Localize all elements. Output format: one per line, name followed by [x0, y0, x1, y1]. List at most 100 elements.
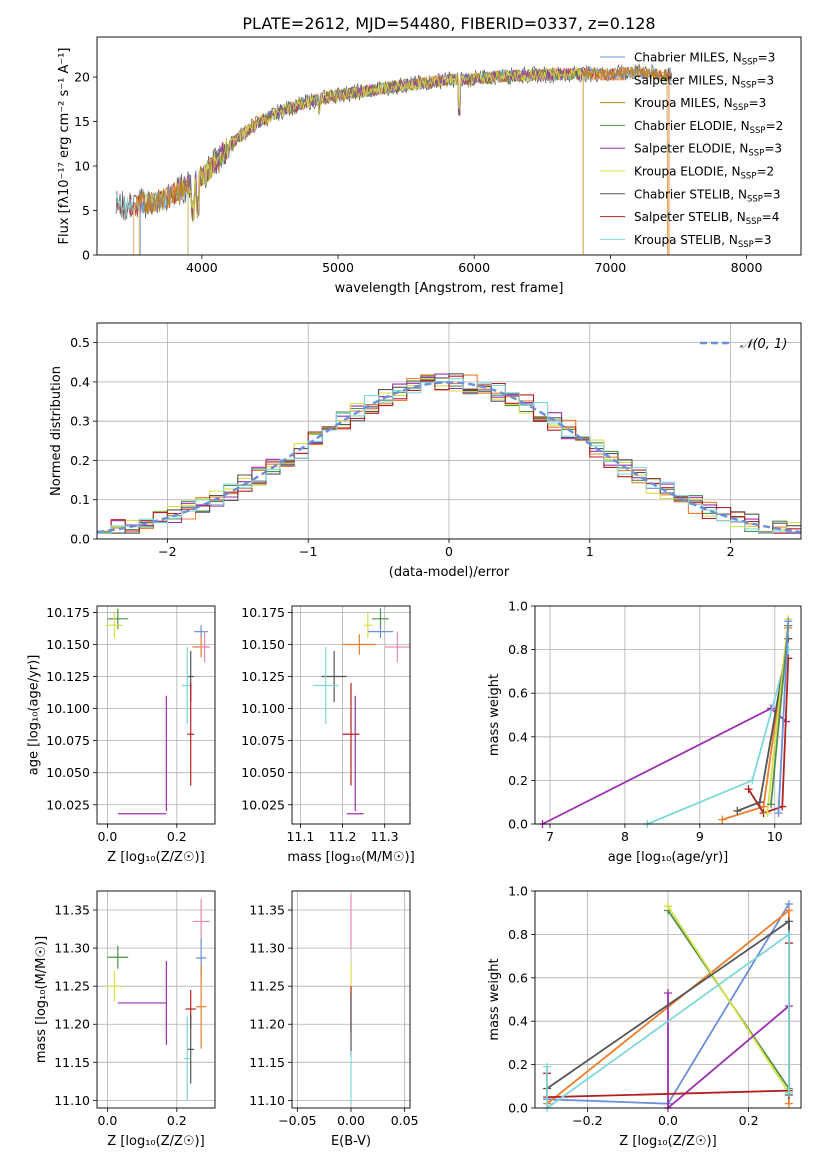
y-tick-label: 11.30 — [54, 941, 90, 956]
x-tick-label: 7 — [546, 829, 554, 844]
y-tick-label: 11.25 — [54, 979, 90, 994]
x-tick-label: 11.2 — [329, 829, 357, 844]
y-tick-label: 0.4 — [508, 729, 528, 744]
legend-text: Chabrier ELODIE, N — [634, 119, 750, 133]
legend-text: Kroupa STELIB, N — [634, 233, 738, 247]
legend-label: Chabrier MILES, NSSP=3 — [634, 51, 775, 68]
y-tick-label: 0.2 — [70, 453, 90, 468]
y-tick-label: 10.100 — [46, 701, 90, 716]
data-point — [363, 612, 373, 639]
x-tick-label: 0.05 — [391, 1113, 419, 1128]
x-axis-label: Z [log₁₀(Z/Z☉)] — [107, 850, 204, 865]
x-axis-label: mass [log₁₀(M/M☉)] — [287, 850, 414, 865]
y-tick-label: 11.30 — [249, 941, 285, 956]
data-point — [105, 612, 124, 639]
x-tick-label: −0.2 — [572, 1113, 602, 1128]
legend-subscript: SSP — [733, 103, 749, 113]
weight-series — [774, 617, 793, 818]
x-tick-label: 0 — [445, 544, 453, 559]
y-tick-label: 15 — [74, 114, 90, 129]
legend-text: =2 — [756, 165, 774, 179]
legend-subscript: SSP — [747, 194, 763, 204]
y-tick-label: 11.20 — [54, 1017, 90, 1032]
data-point — [192, 898, 210, 945]
data-point — [313, 647, 339, 724]
axes-frame — [96, 890, 216, 1109]
legend: 𝒩(0, 1) — [700, 337, 787, 352]
legend-label: Salpeter STELIB, NSSP=4 — [634, 210, 779, 227]
x-axis-label: (data-model)/error — [389, 565, 510, 580]
axes-frame — [96, 322, 802, 540]
x-tick-label: 8000 — [731, 260, 763, 275]
weight-marker — [718, 815, 727, 824]
y-tick-label: 0.5 — [70, 335, 90, 350]
legend-text: =3 — [754, 233, 772, 247]
y-tick-label: 0.3 — [70, 414, 90, 429]
axes-frame — [534, 605, 802, 825]
x-tick-label: 1 — [586, 544, 594, 559]
panel-age-vs-Z: 0.0 0.2 10.025 10.050 10.075 10.100 10.125 10.1… — [26, 605, 216, 865]
data-point — [187, 1015, 195, 1084]
weight-marker — [744, 785, 753, 794]
legend-label: Salpeter ELODIE, NSSP=3 — [634, 142, 782, 159]
x-axis-label: age [log₁₀(age/yr)] — [608, 850, 729, 865]
legend-label: Kroupa STELIB, NSSP=3 — [634, 233, 772, 250]
legend-subscript: SSP — [741, 80, 757, 90]
weight-marker — [784, 930, 793, 939]
x-axis-label: Z [log₁₀(Z/Z☉)] — [107, 1134, 204, 1149]
y-axis-label: age [log₁₀(age/yr)] — [26, 655, 41, 776]
y-tick-label: 0.4 — [508, 1014, 528, 1029]
y-axis-label: Flux [fλ10⁻¹⁷ erg cm⁻² s⁻¹ A⁻¹] — [57, 47, 72, 244]
legend-text: Salpeter MILES, N — [634, 73, 741, 87]
legend-label: 𝒩(0, 1) — [740, 337, 787, 352]
y-tick-label: 10.150 — [241, 637, 285, 652]
y-axis-label: mass [log₁₀(M/M☉)] — [34, 936, 49, 1063]
weight-marker — [767, 800, 776, 809]
y-axis-label: mass weight — [487, 958, 502, 1040]
legend-subscript: SSP — [748, 149, 764, 159]
y-tick-label: 5 — [82, 203, 90, 218]
x-tick-label: 7000 — [594, 260, 626, 275]
weight-marker — [774, 809, 783, 818]
grid-lines — [97, 891, 215, 1108]
grid-lines — [97, 323, 801, 540]
legend-label: Chabrier ELODIE, NSSP=2 — [634, 119, 783, 136]
legend-text: =3 — [756, 73, 774, 87]
axes-frame — [291, 890, 411, 1109]
y-tick-label: 10.100 — [241, 701, 285, 716]
legend-text: =3 — [763, 187, 781, 201]
x-tick-label: 10 — [767, 829, 783, 844]
weight-marker — [664, 902, 672, 911]
legend-subscript: SSP — [738, 240, 754, 250]
weight-marker — [784, 906, 793, 915]
weight-line — [777, 621, 790, 814]
data-point — [342, 682, 360, 786]
y-tick-label: 20 — [74, 70, 90, 85]
y-tick-label: 11.35 — [249, 903, 285, 918]
y-tick-label: 10.025 — [46, 797, 90, 812]
panel-massweight-vs-Z: −0.2 0.0 0.2 0.0 0.2 0.4 0.6 0.8 1.0 Z [log₁₀(Z/Z… — [487, 884, 802, 1149]
legend-text: Chabrier MILES, N — [634, 51, 742, 65]
weight-series — [718, 623, 793, 824]
y-tick-label: 0.8 — [508, 642, 528, 657]
legend-text: =3 — [749, 96, 767, 110]
legend-subscript: SSP — [742, 58, 758, 68]
y-tick-label: 10.025 — [241, 797, 285, 812]
x-tick-label: 0.00 — [337, 1113, 365, 1128]
legend-subscript: SSP — [750, 126, 766, 136]
x-tick-label: 0.2 — [739, 1113, 759, 1128]
y-tick-label: 10.175 — [241, 605, 285, 620]
y-tick-label: 1.0 — [508, 884, 528, 899]
x-tick-label: 6000 — [458, 260, 490, 275]
weight-line — [546, 932, 790, 1110]
axes-frame — [291, 605, 411, 825]
y-tick-label: 11.20 — [249, 1017, 285, 1032]
x-tick-label: 9 — [696, 829, 704, 844]
y-tick-label: 0.0 — [70, 532, 90, 547]
spectrum-line — [187, 67, 584, 255]
legend-text: =3 — [764, 142, 782, 156]
data-point — [367, 625, 394, 639]
weight-marker — [664, 988, 672, 997]
x-tick-label: 5000 — [322, 260, 354, 275]
